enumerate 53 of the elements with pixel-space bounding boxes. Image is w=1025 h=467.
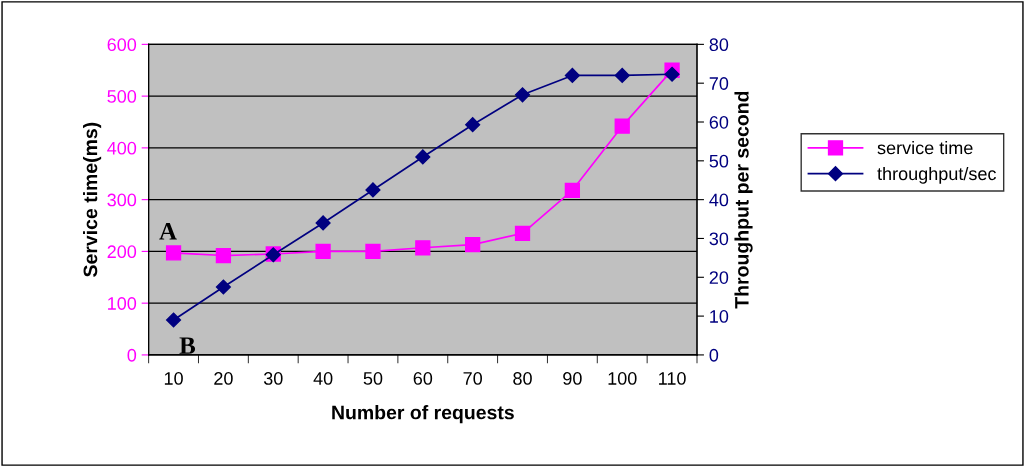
x-tick-label: 20 — [214, 372, 233, 385]
point — [465, 117, 481, 133]
point — [614, 118, 630, 134]
point — [415, 240, 431, 256]
x-tick-label: 60 — [413, 372, 433, 385]
annotation: B — [179, 337, 196, 354]
point — [365, 182, 381, 198]
y2-tick-label: 0 — [709, 348, 719, 362]
x-tick-label: 50 — [363, 372, 383, 385]
point — [215, 247, 232, 264]
point — [514, 225, 531, 241]
x-tick-label: 100 — [608, 372, 637, 385]
x-axis-title: Number of requests — [332, 405, 514, 424]
annotation: A — [159, 223, 177, 240]
x-tick-label: 110 — [659, 372, 686, 385]
point — [614, 67, 630, 83]
y2-tick-label: 20 — [709, 271, 729, 284]
y2-tick-label: 50 — [709, 154, 729, 168]
point — [465, 237, 481, 253]
y2-tick-label: 60 — [709, 115, 729, 129]
point — [365, 243, 381, 260]
point — [215, 279, 231, 295]
point — [315, 243, 331, 260]
x-tick-label: 10 — [164, 372, 183, 385]
y-tick-label: 500 — [107, 90, 137, 103]
y2-tick-label: 70 — [709, 77, 729, 90]
y-tick-label: 300 — [107, 193, 137, 207]
y-tick-label: 100 — [108, 297, 137, 310]
x-tick-label: 30 — [263, 372, 283, 385]
y-tick-label: 400 — [107, 141, 137, 155]
point — [514, 87, 531, 103]
x-tick-label: 90 — [563, 372, 582, 385]
y-tick-label: 0 — [127, 348, 137, 362]
legend-label: throughput/sec — [877, 166, 996, 184]
point — [315, 215, 331, 231]
point — [564, 67, 580, 83]
y2-axis-title: Throughput per second — [734, 91, 753, 309]
x-tick-label: 40 — [313, 372, 333, 385]
point — [165, 312, 182, 328]
y2-tick-label: 80 — [709, 38, 729, 52]
x-tick-label: 80 — [513, 372, 532, 385]
x-tick-label: 70 — [463, 372, 482, 385]
point — [564, 182, 581, 198]
y2-tick-label: 30 — [709, 232, 729, 246]
y-tick-label: 200 — [107, 245, 137, 259]
legend-label: service time — [877, 141, 973, 155]
y-tick-label: 600 — [107, 38, 137, 52]
point — [664, 66, 680, 82]
y-axis-title: Service time(ms) — [83, 122, 102, 277]
y2-tick-label: 40 — [709, 193, 729, 207]
point — [165, 245, 182, 261]
y2-tick-label: 10 — [710, 310, 729, 323]
point — [415, 149, 431, 165]
